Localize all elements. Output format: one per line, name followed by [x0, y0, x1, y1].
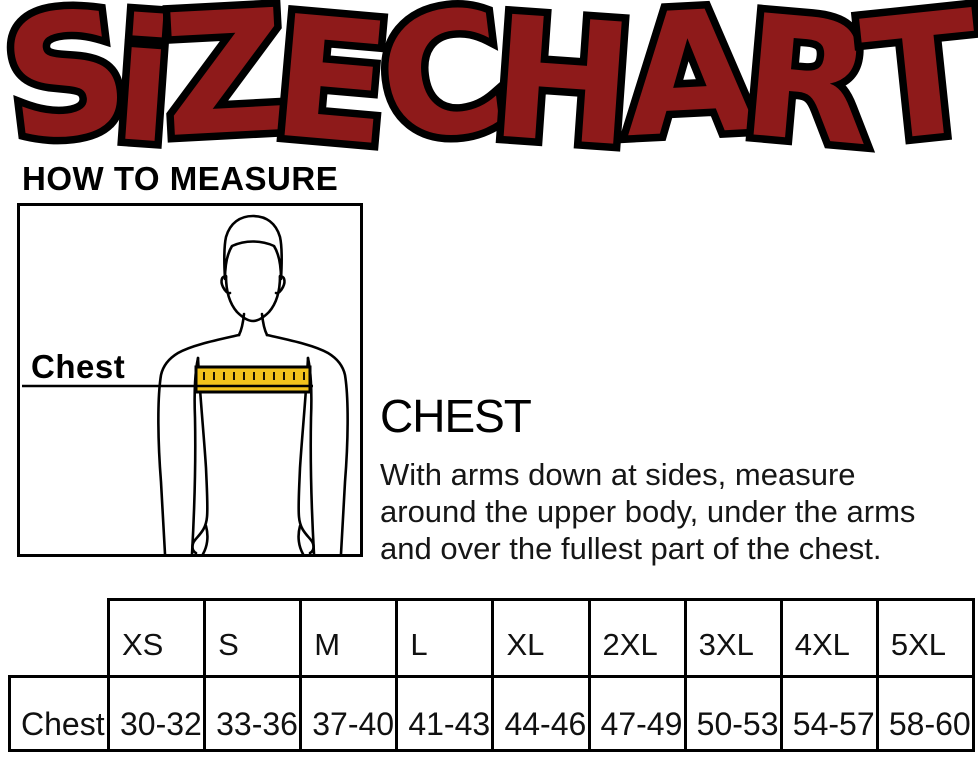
- measuring-tape: [194, 365, 312, 394]
- chest-instructions-heading: CHEST: [380, 390, 532, 442]
- title-letter: H: [486, 0, 640, 185]
- instruction-line: and over the fullest part of the chest.: [380, 531, 882, 567]
- instruction-line: around the upper body, under the arms: [380, 494, 916, 530]
- left-arm-outline: [157, 333, 241, 554]
- size-header-cell: 5XL: [875, 598, 976, 678]
- blank-corner-cell: [10, 600, 109, 677]
- size-header-cell: 3XL: [683, 598, 783, 678]
- instruction-line: With arms down at sides, measure: [380, 457, 856, 493]
- page-title: SiZE CHART: [0, 0, 978, 185]
- right-ear: [274, 275, 286, 295]
- row-label-cell: Chest: [8, 675, 110, 752]
- chest-value-cell: 58-60: [875, 675, 976, 752]
- chest-value-cell: 44-46: [491, 675, 591, 752]
- chest-instructions-text: With arms down at sides, measure around …: [380, 456, 978, 567]
- size-header-cell: L: [395, 598, 495, 678]
- size-header-cell: 2XL: [587, 598, 687, 678]
- right-thumb: [297, 524, 305, 554]
- chest-value-cell: 33-36: [203, 675, 303, 752]
- title-letter: T: [854, 0, 978, 180]
- size-header-cell: 4XL: [779, 598, 879, 678]
- torso-figure: Chest: [22, 214, 349, 554]
- chest-instructions: CHEST With arms down at sides, measure a…: [380, 392, 978, 567]
- chest-value-cell: 50-53: [683, 675, 783, 752]
- left-ear: [220, 275, 232, 295]
- chest-value-cell: 47-49: [587, 675, 687, 752]
- chest-value-cell: 30-32: [106, 675, 207, 752]
- measurement-diagram: Chest: [17, 203, 363, 557]
- face-outline: [224, 274, 282, 323]
- left-thumb: [201, 524, 209, 554]
- title-word-size: SiZE: [0, 0, 398, 184]
- size-header-cell: XL: [491, 598, 591, 678]
- hair-outline: [223, 214, 283, 281]
- size-header-row: XS S M L XL 2XL 3XL 4XL 5XL: [10, 598, 976, 678]
- size-header-cell: XS: [106, 598, 207, 678]
- chest-values-row: Chest 30-32 33-36 37-40 41-43 44-46 47-4…: [8, 675, 976, 752]
- right-arm-outline: [265, 333, 349, 554]
- title-word-chart: CHART: [369, 0, 978, 185]
- chest-value-cell: 37-40: [299, 675, 399, 752]
- chest-figure-label: Chest: [31, 348, 125, 385]
- size-header-cell: S: [203, 598, 303, 678]
- tape-tick-marks: [203, 372, 305, 380]
- chest-value-cell: 54-57: [779, 675, 879, 752]
- chest-value-cell: 41-43: [395, 675, 495, 752]
- size-header-cell: M: [299, 598, 399, 678]
- size-chart-table: XS S M L XL 2XL 3XL 4XL 5XL Chest 30-32 …: [8, 598, 976, 752]
